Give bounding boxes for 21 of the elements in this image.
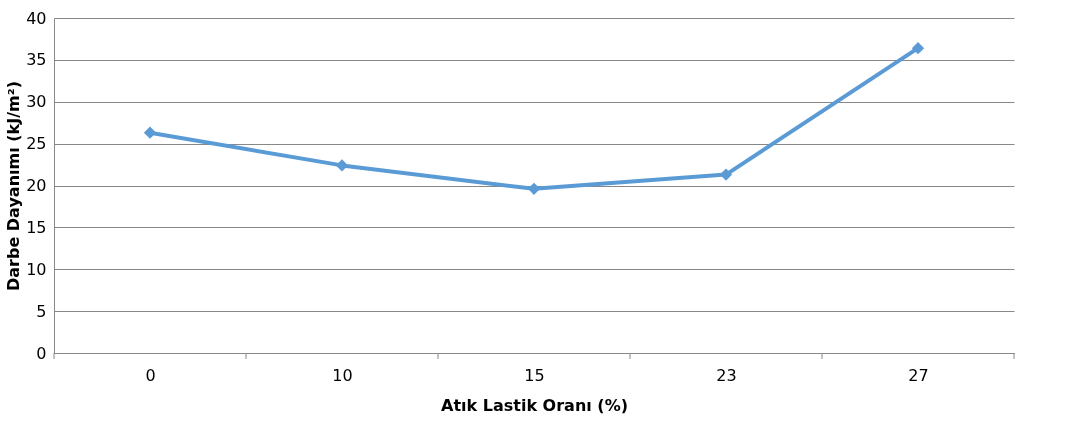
x-tick-label: 10 [332, 365, 353, 385]
x-tick-label: 0 [145, 365, 156, 385]
y-tick-label: 30 [26, 92, 47, 112]
x-tick-label: 23 [716, 365, 737, 385]
x-axis-title: Atık Lastik Oranı (%) [441, 395, 628, 415]
y-tick-label: 10 [26, 259, 47, 279]
y-axis-title: Darbe Dayanımı (kJ/m²) [4, 81, 24, 291]
y-tick-label: 20 [26, 176, 47, 195]
point [527, 182, 541, 195]
point [335, 159, 349, 172]
point [143, 126, 157, 139]
y-tick-label: 15 [26, 217, 47, 237]
y-tick-label: 5 [36, 301, 47, 321]
x-tick-label: 27 [908, 365, 929, 385]
y-tick-label: 0 [36, 343, 47, 363]
y-tick-label: 25 [26, 134, 47, 154]
y-tick-label: 35 [26, 50, 47, 70]
point [911, 42, 925, 55]
x-tick-label: 15 [524, 365, 545, 385]
y-tick-label: 40 [26, 8, 47, 28]
point [719, 168, 733, 181]
